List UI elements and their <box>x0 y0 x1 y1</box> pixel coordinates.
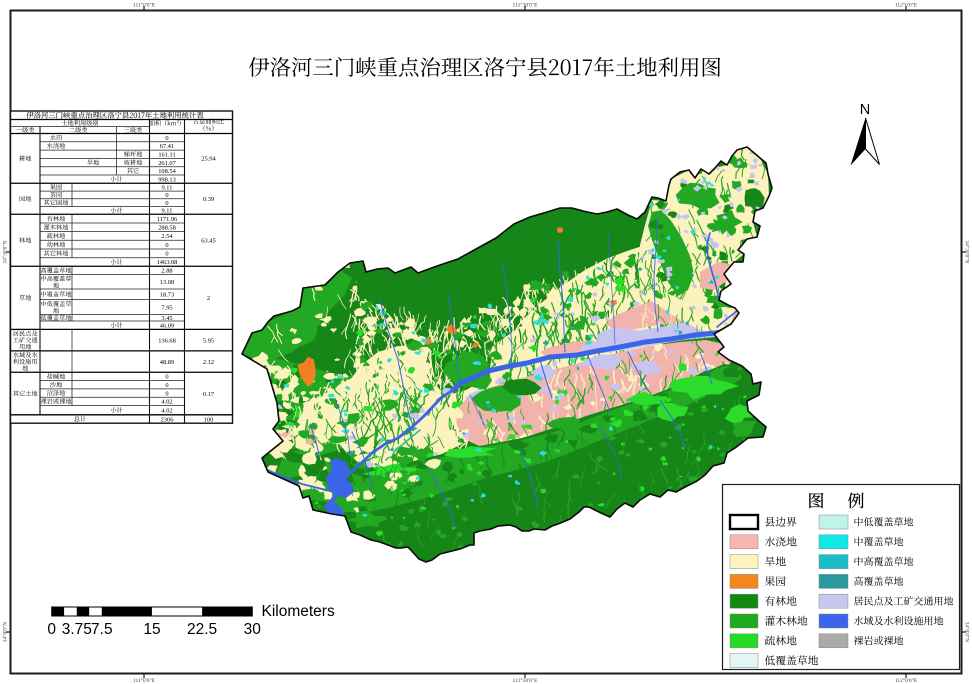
svg-text:18.73: 18.73 <box>160 292 174 299</box>
svg-text:30: 30 <box>244 621 262 638</box>
svg-text:9.11: 9.11 <box>162 184 173 191</box>
svg-text:0: 0 <box>47 621 56 638</box>
svg-text:2.12: 2.12 <box>203 359 214 366</box>
svg-text:13.08: 13.08 <box>160 279 174 286</box>
svg-text:161.11: 161.11 <box>158 152 175 159</box>
svg-text:0.39: 0.39 <box>203 196 214 203</box>
svg-text:0: 0 <box>165 374 168 381</box>
svg-text:112°0'0"E: 112°0'0"E <box>895 677 918 684</box>
svg-text:108.54: 108.54 <box>158 168 176 175</box>
svg-text:34°0'0"N: 34°0'0"N <box>1 622 8 642</box>
svg-text:1171.96: 1171.96 <box>157 216 178 223</box>
svg-text:Kilometers: Kilometers <box>262 603 335 620</box>
svg-text:261.07: 261.07 <box>158 160 176 167</box>
svg-text:48.89: 48.89 <box>160 359 174 366</box>
svg-text:0: 0 <box>165 135 168 142</box>
svg-text:3.45: 3.45 <box>161 315 172 322</box>
svg-text:4.02: 4.02 <box>161 407 172 414</box>
svg-text:998.13: 998.13 <box>158 176 176 183</box>
svg-text:46.09: 46.09 <box>160 322 174 329</box>
svg-text:67.41: 67.41 <box>160 143 174 150</box>
svg-text:1463.08: 1463.08 <box>157 259 178 266</box>
svg-text:288.58: 288.58 <box>158 225 176 232</box>
svg-text:0: 0 <box>165 192 168 199</box>
svg-text:9.11: 9.11 <box>162 208 173 215</box>
svg-text:34°30'0"N: 34°30'0"N <box>964 240 971 263</box>
svg-text:7.95: 7.95 <box>161 304 172 311</box>
svg-text:34°30'0"N: 34°30'0"N <box>1 240 8 263</box>
svg-text:111°0'0"E: 111°0'0"E <box>133 1 156 8</box>
svg-text:2.88: 2.88 <box>161 268 172 275</box>
svg-text:100: 100 <box>204 416 214 423</box>
svg-text:0: 0 <box>165 200 168 207</box>
svg-text:0: 0 <box>165 251 168 258</box>
svg-text:N: N <box>860 102 870 118</box>
svg-text:25.94: 25.94 <box>201 156 216 163</box>
svg-text:0: 0 <box>165 242 168 249</box>
svg-text:111°0'0"E: 111°0'0"E <box>133 677 156 684</box>
svg-text:7.5: 7.5 <box>91 621 113 638</box>
svg-text:34°0'0"N: 34°0'0"N <box>964 622 971 642</box>
svg-text:2.54: 2.54 <box>161 233 173 240</box>
svg-text:0.17: 0.17 <box>203 391 215 398</box>
svg-text:0: 0 <box>165 382 168 389</box>
svg-text:15: 15 <box>143 621 160 638</box>
svg-text:111°30'0"E: 111°30'0"E <box>513 677 539 684</box>
svg-text:5.95: 5.95 <box>203 337 214 344</box>
svg-text:4.02: 4.02 <box>161 399 172 406</box>
svg-text:63.45: 63.45 <box>201 238 215 245</box>
svg-text:2306: 2306 <box>161 416 174 423</box>
svg-text:0: 0 <box>165 390 168 397</box>
svg-text:136.68: 136.68 <box>158 337 176 344</box>
svg-text:22.5: 22.5 <box>187 621 217 638</box>
svg-text:111°30'0"E: 111°30'0"E <box>513 1 539 8</box>
svg-text:3.75: 3.75 <box>62 621 92 638</box>
svg-text:112°0'0"E: 112°0'0"E <box>895 1 918 8</box>
svg-text:2: 2 <box>207 295 210 302</box>
